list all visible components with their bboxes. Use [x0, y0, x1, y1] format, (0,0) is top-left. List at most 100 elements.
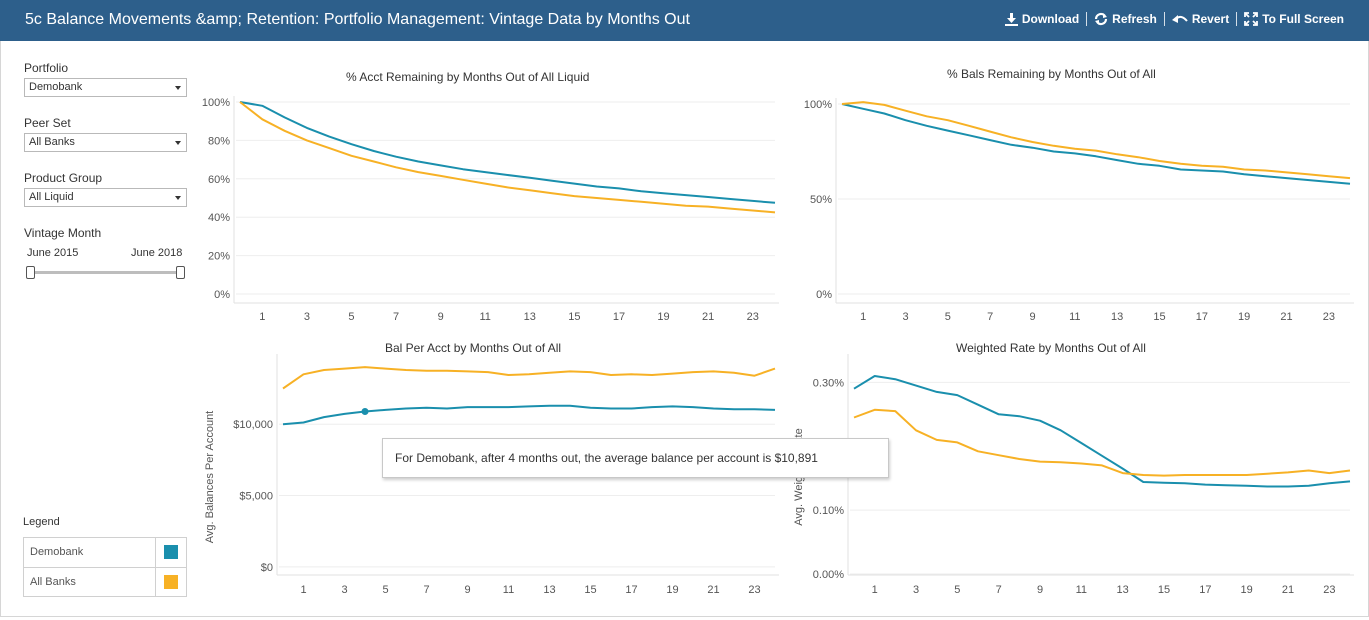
separator	[1163, 12, 1165, 26]
x-tick-label: 17	[613, 311, 625, 323]
y-tick-label: 100%	[804, 99, 832, 111]
series-line-all-banks	[841, 101, 1351, 180]
chart-title-bal-per-acct: Bal Per Acct by Months Out of All	[385, 341, 562, 355]
x-tick-label: 13	[1111, 311, 1123, 323]
x-tick-label: 7	[423, 584, 429, 596]
legend-swatch	[164, 545, 178, 559]
x-tick-label: 23	[1323, 584, 1335, 596]
x-tick-label: 15	[584, 584, 596, 596]
refresh-label: Refresh	[1112, 12, 1157, 26]
x-tick-label: 1	[259, 311, 265, 323]
vintage-start-handle[interactable]	[26, 266, 35, 279]
peer-set-label: Peer Set	[24, 116, 71, 130]
download-label: Download	[1021, 12, 1080, 26]
x-tick-label: 15	[568, 311, 580, 323]
series-line-all-banks	[239, 101, 776, 214]
y-tick-label: 50%	[810, 194, 832, 206]
legend-item-allbanks[interactable]: All Banks	[24, 568, 186, 597]
highlighted-data-point	[361, 407, 369, 415]
download-button[interactable]: Download	[998, 12, 1086, 26]
x-tick-label: 5	[945, 311, 951, 323]
x-tick-label: 1	[872, 584, 878, 596]
x-tick-label: 21	[1280, 311, 1292, 323]
x-tick-label: 13	[1117, 584, 1129, 596]
x-tick-label: 11	[1069, 311, 1080, 323]
product-group-dropdown[interactable]: All Liquid	[24, 188, 187, 207]
y-tick-label: $5,000	[239, 491, 273, 503]
x-tick-label: 19	[657, 311, 669, 323]
x-tick-label: 13	[543, 584, 555, 596]
portfolio-label: Portfolio	[24, 61, 69, 75]
revert-icon	[1171, 13, 1188, 25]
tooltip-portfolio: Demobank	[416, 451, 475, 465]
legend-swatch-cell	[155, 568, 186, 597]
y-tick-label: 0%	[214, 289, 230, 301]
x-tick-label: 17	[1199, 584, 1211, 596]
x-tick-label: 5	[348, 311, 354, 323]
y-axis-label: Avg. Balances Per Account	[204, 411, 216, 544]
acct-remaining-chart[interactable]: 0%20%40%60%80%100%1 3 5 7 9 11 13 15 17 19 21 23	[195, 88, 785, 326]
separator	[1236, 12, 1238, 26]
y-tick-label: 0%	[816, 289, 832, 301]
portfolio-dropdown[interactable]: Demobank	[24, 78, 187, 97]
x-tick-label: 3	[913, 584, 919, 596]
legend-item-demobank[interactable]: Demobank	[24, 538, 186, 568]
full-screen-label: To Full Screen	[1262, 12, 1344, 26]
legend-item-label: Demobank	[30, 546, 84, 558]
x-tick-label: 15	[1153, 311, 1165, 323]
x-tick-label: 7	[987, 311, 993, 323]
x-tick-label: 5	[954, 584, 960, 596]
revert-label: Revert	[1191, 12, 1230, 26]
vintage-end-handle[interactable]	[176, 266, 185, 279]
x-tick-label: 19	[666, 584, 678, 596]
x-tick-label: 21	[1282, 584, 1294, 596]
x-tick-label: 1	[860, 311, 866, 323]
dashboard-header: 5c Balance Movements &amp; Retention: Po…	[0, 0, 1369, 41]
expand-icon	[1244, 12, 1259, 26]
tooltip-months: 4	[508, 451, 516, 465]
x-tick-label: 5	[382, 584, 388, 596]
vintage-range-slider[interactable]	[30, 271, 182, 274]
legend-swatch	[164, 575, 178, 589]
y-tick-label: 0.30%	[813, 377, 844, 389]
y-tick-label: $10,000	[233, 419, 273, 431]
x-tick-label: 17	[625, 584, 637, 596]
refresh-button[interactable]: Refresh	[1087, 12, 1164, 26]
x-tick-label: 21	[702, 311, 714, 323]
dashboard-title: 5c Balance Movements &amp; Retention: Po…	[25, 11, 690, 28]
x-tick-label: 7	[393, 311, 399, 323]
tooltip-prefix: For	[395, 451, 417, 465]
peer-set-dropdown[interactable]: All Banks	[24, 133, 187, 152]
revert-button[interactable]: Revert	[1165, 12, 1236, 26]
x-tick-label: 1	[300, 584, 306, 596]
separator	[1086, 12, 1088, 26]
series-line-demobank	[239, 101, 776, 204]
chart-title-acct-remaining: % Acct Remaining by Months Out of All Li…	[346, 70, 590, 84]
chevron-down-icon	[175, 196, 181, 200]
y-tick-label: 80%	[208, 135, 230, 147]
x-tick-label: 17	[1196, 311, 1208, 323]
tooltip-middle: , after	[474, 451, 509, 465]
legend: Demobank All Banks	[23, 537, 187, 597]
bals-remaining-chart[interactable]: 0%50%100%1 3 5 7 9 11 13 15 17 19 21 23	[790, 88, 1358, 326]
x-tick-label: 23	[1323, 311, 1335, 323]
x-tick-label: 9	[1037, 584, 1043, 596]
series-line-all-banks	[282, 366, 776, 390]
series-line-all-banks	[853, 408, 1351, 477]
x-tick-label: 3	[304, 311, 310, 323]
chart-title-weighted-rate: Weighted Rate by Months Out of All	[956, 341, 1146, 355]
full-screen-button[interactable]: To Full Screen	[1237, 12, 1351, 26]
header-actions: Download Refresh Revert To Full Screen	[998, 12, 1351, 26]
product-group-value: All Liquid	[29, 191, 74, 203]
x-tick-label: 21	[707, 584, 719, 596]
series-line-demobank	[841, 103, 1351, 185]
x-tick-label: 23	[748, 584, 760, 596]
download-icon	[1004, 12, 1018, 26]
x-tick-label: 9	[1029, 311, 1035, 323]
series-line-demobank	[853, 375, 1351, 488]
x-tick-label: 23	[747, 311, 759, 323]
legend-swatch-cell	[155, 538, 186, 567]
product-group-label: Product Group	[24, 171, 103, 185]
